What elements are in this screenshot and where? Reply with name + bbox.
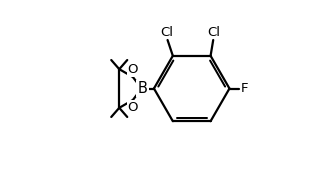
Text: O: O xyxy=(128,101,138,114)
Text: F: F xyxy=(241,82,249,95)
Text: Cl: Cl xyxy=(160,26,173,39)
Text: B: B xyxy=(138,81,148,96)
Text: Cl: Cl xyxy=(208,26,221,39)
Text: O: O xyxy=(128,63,138,76)
